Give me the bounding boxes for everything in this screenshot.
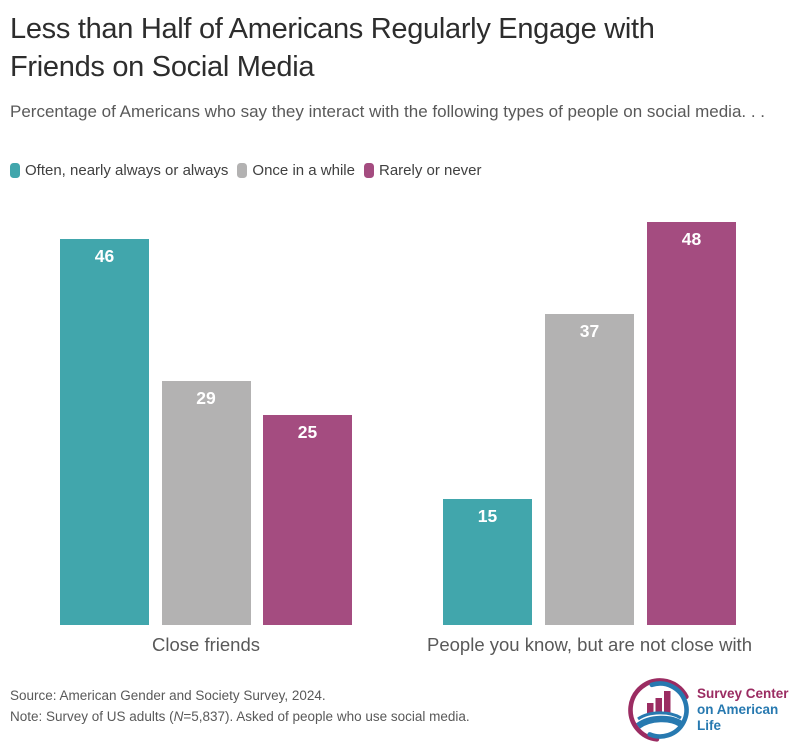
note-sample-n: N xyxy=(173,709,184,724)
legend-swatch-teal-icon xyxy=(10,163,20,178)
logo-line-1: Survey Center xyxy=(697,686,789,701)
legend-label: Often, nearly always or always xyxy=(25,162,229,179)
legend-swatch-magenta-icon xyxy=(363,163,374,178)
source-text: Source: American Gender and Society Surv… xyxy=(10,688,326,703)
bar-group: 15 37 48 People you know, but are not close… xyxy=(427,196,752,655)
bar-value-label: 15 xyxy=(477,506,498,526)
bar: 29 xyxy=(161,381,251,625)
legend-item-often: Often, nearly always or always xyxy=(10,162,228,179)
bar: 48 xyxy=(647,222,736,625)
bar: 25 xyxy=(263,415,352,625)
note-suffix: =5,837). Asked of people who use social … xyxy=(183,709,470,724)
legend-item-once-in-a-while: Once in a while xyxy=(237,162,355,179)
bar-group: 46 29 25 Close friends xyxy=(60,196,352,655)
bar-value-label: 29 xyxy=(196,388,216,408)
note-prefix: Note: Survey of US adults ( xyxy=(10,709,174,724)
note-text: Note: Survey of US adults (N=5,837). Ask… xyxy=(10,709,470,724)
page-title: Less than Half of Americans Regularly En… xyxy=(10,13,655,83)
legend-item-rarely-never: Rarely or never xyxy=(363,162,482,179)
bar: 15 xyxy=(443,499,532,625)
survey-center-logo-text: Survey Center on American Life xyxy=(697,686,794,734)
category-label: People you know, but are not close with xyxy=(427,634,752,655)
survey-center-logo-icon xyxy=(628,678,692,742)
legend-label: Rarely or never xyxy=(378,162,482,179)
chart-legend: Often, nearly always or always Once in a… xyxy=(10,162,482,179)
chart-subtitle: Percentage of Americans who say they int… xyxy=(10,102,766,121)
legend-swatch-gray-icon xyxy=(237,163,248,178)
bar-value-label: 37 xyxy=(579,321,600,341)
logo-line-2: on American Life xyxy=(697,702,779,733)
category-label: Close friends xyxy=(152,634,260,655)
bar: 46 xyxy=(60,239,149,625)
bar-value-label: 46 xyxy=(94,246,115,266)
bar: 37 xyxy=(545,314,634,625)
bar-value-label: 25 xyxy=(297,422,318,442)
survey-center-logo: Survey Center on American Life xyxy=(626,676,794,744)
legend-label: Once in a while xyxy=(252,162,355,179)
bar-chart: 46 29 25 Close friends 15 37 48 People you kno… xyxy=(0,196,794,655)
bar-value-label: 48 xyxy=(681,229,702,249)
